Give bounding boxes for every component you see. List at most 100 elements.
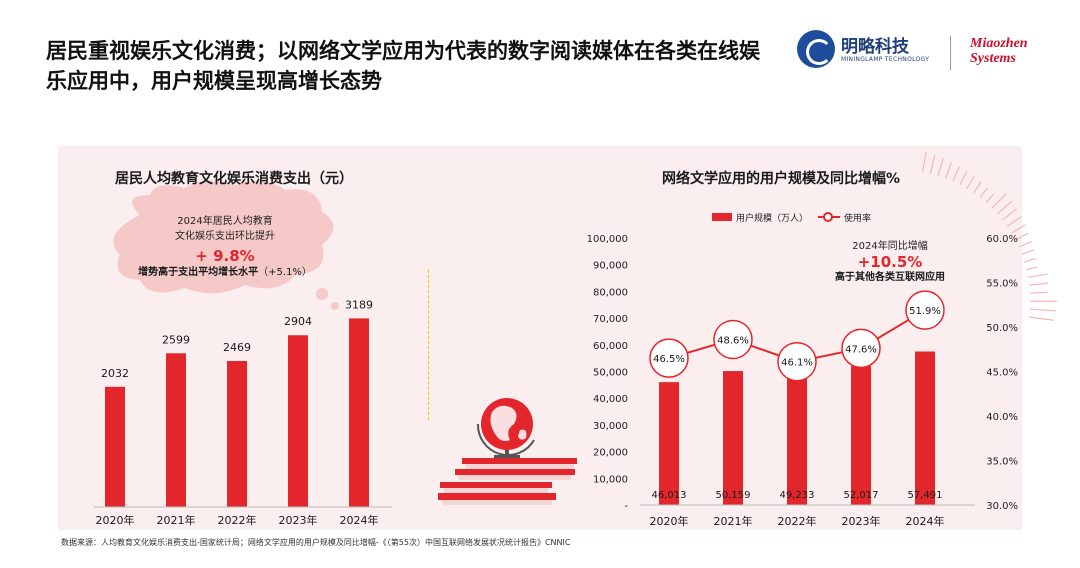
legend-bar-swatch — [712, 213, 732, 221]
right-y-left-tick-label: 90,000 — [593, 261, 628, 272]
right-line-marker — [713, 319, 753, 360]
globe-books-illustration — [438, 398, 577, 505]
left-bar-chart: 2032 2020年 2599 2021年 2469 2022年 2904 2023年 3189… — [94, 298, 392, 527]
decorative-ray — [1015, 232, 1029, 241]
decorative-ray — [944, 162, 953, 179]
left-bar — [349, 318, 369, 507]
miaozhen-logo-line1: Miaozhen — [970, 36, 1028, 51]
brand-separator — [950, 36, 951, 70]
decorative-ray — [991, 193, 1007, 209]
right-line-value-label: 48.6% — [717, 335, 749, 346]
right-y-right-tick-label: 60.0% — [986, 234, 1018, 245]
decorative-ray — [1026, 266, 1038, 271]
right-combo-chart: - 10,000 20,000 30,000 40,000 50,000 60,000 70,… — [587, 234, 1018, 528]
left-callout-text: 2024年居民人均教育 文化娱乐支出环比提升 + 9.8% 增势高于支出平均增长… — [120, 214, 330, 280]
decorative-rays — [921, 152, 1057, 321]
right-y-right-tick-label: 40.0% — [986, 412, 1018, 423]
right-bar-value-label: 46,013 — [652, 490, 687, 501]
left-callout-note-main: 增势高于支出平均增长水平 — [138, 267, 259, 278]
right-line-value-label: 51.9% — [909, 306, 941, 317]
right-bar-value-label: 50,159 — [716, 490, 751, 501]
right-callout-text: 2024年同比增幅 +10.5% 高于其他各类互联网应用 — [820, 240, 960, 284]
right-y-right-tick-label: 50.0% — [986, 323, 1018, 334]
left-x-tick-label: 2022年 — [218, 513, 257, 527]
decorative-ray — [959, 171, 968, 185]
right-bar-value-label: 49,233 — [780, 490, 815, 501]
right-y-left-tick-label: 100,000 — [587, 234, 628, 245]
right-y-right-tick-label: 45.0% — [986, 368, 1018, 379]
left-callout-note: 增势高于支出平均增长水平（+5.1%） — [120, 266, 330, 280]
right-line-value-label: 47.6% — [845, 344, 877, 355]
left-x-tick-label: 2023年 — [279, 513, 318, 527]
decorative-ray — [1027, 273, 1048, 279]
left-bar-value-label: 2469 — [223, 341, 251, 354]
right-y-left-tick-label: 60,000 — [593, 341, 628, 352]
left-x-tick-label: 2021年 — [157, 513, 196, 527]
right-y-right-tick-label: 30.0% — [986, 501, 1018, 512]
right-y-left-tick-label: - — [624, 501, 628, 512]
left-x-tick-label: 2020年 — [96, 513, 135, 527]
right-y-right-tick-label: 35.0% — [986, 457, 1018, 468]
legend-line-marker — [823, 212, 833, 222]
legend-bar-label: 用户规模（万人） — [736, 214, 809, 224]
decorative-ray — [937, 158, 944, 176]
right-bar — [915, 351, 935, 505]
right-line-marker — [841, 328, 881, 369]
right-line-marker — [777, 341, 817, 382]
brand-name-en: MININGLAMP TECHNOLOGY — [841, 56, 930, 63]
decorative-ray — [973, 181, 982, 194]
decorative-ray — [1029, 291, 1048, 294]
miaozhen-logo-line2: Systems — [970, 51, 1016, 66]
right-bar — [851, 366, 871, 505]
legend-line-label: 使用率 — [844, 214, 872, 224]
decorative-ray — [1002, 208, 1017, 221]
left-bar-value-label: 3189 — [345, 298, 373, 311]
decorative-ray — [985, 193, 994, 204]
source-footnote: 数据来源：人均教育文化娱乐消费支出-国家统计局；网络文学应用的用户规模及同比增幅… — [61, 538, 571, 547]
decorative-ray — [929, 154, 936, 174]
right-x-tick-label: 2023年 — [842, 514, 881, 528]
right-bar-value-label: 57,491 — [908, 490, 943, 501]
brand-name-cn: 明略科技 — [841, 37, 909, 57]
decorative-ray — [921, 152, 927, 173]
right-x-tick-label: 2021年 — [714, 514, 753, 528]
left-bar-value-label: 2904 — [284, 315, 312, 328]
right-y-right-tick-label: 55.0% — [986, 279, 1018, 290]
decorative-ray — [1028, 316, 1054, 321]
right-line-value-label: 46.5% — [653, 354, 685, 365]
right-x-tick-label: 2020年 — [650, 514, 689, 528]
right-y-left-tick-label: 30,000 — [593, 421, 628, 432]
left-bar — [227, 360, 247, 507]
right-y-left-tick-label: 50,000 — [593, 368, 628, 379]
panel-divider — [428, 270, 429, 420]
decorative-ray — [1018, 240, 1032, 248]
decorative-ray — [1021, 249, 1035, 256]
left-x-tick-label: 2024年 — [340, 513, 379, 527]
decorative-ray — [1011, 224, 1026, 234]
decorative-ray — [979, 187, 988, 198]
right-line-value-label: 46.1% — [781, 358, 813, 369]
right-callout-line1: 2024年同比增幅 — [852, 241, 928, 252]
right-line-marker — [649, 338, 689, 378]
left-bar — [288, 335, 308, 507]
right-bar — [723, 371, 743, 505]
right-chart-title: 网络文学应用的用户规模及同比增幅% — [662, 171, 901, 187]
left-bar-value-label: 2032 — [101, 367, 129, 380]
decorative-ray — [1029, 282, 1049, 286]
left-callout-line1: 2024年居民人均教育 — [177, 216, 273, 227]
right-x-tick-label: 2024年 — [906, 514, 945, 528]
right-y-left-tick-label: 40,000 — [593, 394, 628, 405]
left-bar-value-label: 2599 — [162, 333, 190, 346]
decorative-ray — [1029, 308, 1056, 312]
right-bar — [787, 373, 807, 505]
right-line-marker — [905, 290, 945, 330]
right-callout-line3: 高于其他各类互联网应用 — [835, 272, 945, 283]
decorative-ray — [1024, 257, 1036, 263]
decorative-ray — [1006, 216, 1022, 227]
decorative-ray — [966, 176, 975, 189]
page-title: 居民重视娱乐文化消费；以网络文学应用为代表的数字阅读媒体在各类在线娱乐应用中，用… — [46, 39, 760, 93]
left-bar — [166, 353, 186, 507]
callout-cloud — [113, 180, 339, 310]
decorative-ray — [996, 200, 1012, 215]
